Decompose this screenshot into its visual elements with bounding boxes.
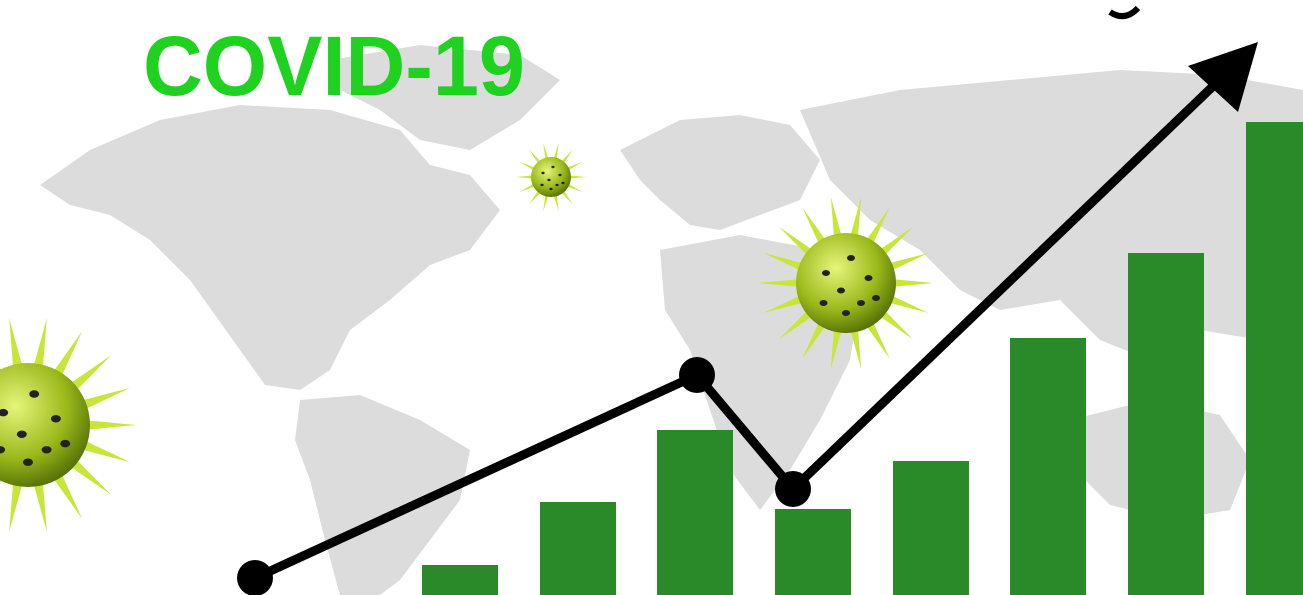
trend-point [775,471,811,507]
europe [620,115,820,230]
virus-spike [543,194,549,212]
virus-spike [763,294,806,313]
virus-spot [847,255,855,261]
virus-body [0,363,90,487]
virus-spot [837,287,845,294]
virus-spot [41,446,52,454]
virus [758,196,934,370]
virus-spike [9,478,24,532]
virus-spot [872,295,880,301]
virus-spot [29,390,40,398]
viruses [0,142,934,532]
virus-spot [0,446,6,454]
virus-spike [778,226,815,258]
virus-spike [553,194,559,212]
virus-spike [543,142,549,160]
virus-spike [51,470,83,519]
fragment [1108,5,1141,20]
virus-spike [877,308,914,340]
virus-spike [864,319,890,359]
virus-spike [763,253,806,272]
virus-spot [549,187,553,191]
virus-spike [566,183,583,193]
virus-spot [857,300,865,306]
virus-spike [802,207,828,247]
virus-spike [51,331,83,380]
bar [1128,253,1204,595]
virus-spike [78,387,130,411]
trend-arrow [237,5,1258,595]
virus-spike [864,207,890,247]
virus-spot [0,408,9,417]
bars [422,122,1303,595]
virus-spike [83,419,137,431]
virus-spike [529,190,542,205]
title: COVID-19 [143,19,525,113]
virus-spot [547,178,551,182]
virus-spike [849,196,862,240]
virus-spike [849,326,862,370]
north-america [40,105,500,390]
virus-spike [877,226,914,258]
virus-spike [890,278,934,288]
virus-spot [842,310,850,316]
bar [422,565,498,595]
south-america [295,395,470,595]
virus-spike [516,175,534,179]
virus-spot [819,300,828,306]
virus-spike [778,308,815,340]
bar [1010,338,1086,595]
virus-spike [886,294,929,313]
virus [0,318,137,532]
virus-spike [560,149,573,164]
virus-spot [864,275,873,281]
virus-spot [60,439,71,448]
virus-spike [519,161,536,171]
trend-point [679,357,715,393]
greenland [330,45,560,150]
bar [893,461,969,595]
virus-spot [541,171,545,175]
virus-body [531,157,571,197]
virus-spot [561,181,565,185]
virus-spike [553,142,559,160]
virus-spot [558,173,562,177]
virus-spike [529,149,542,164]
virus-spike [67,355,112,394]
bar [1246,122,1303,595]
bar [657,430,733,595]
bar [775,509,851,595]
virus-spike [560,190,573,205]
virus-spot [50,415,61,423]
virus-spot [555,183,559,187]
virus-spike [830,326,843,370]
virus-spike [9,318,24,372]
bar [540,502,616,595]
virus-spot [822,270,830,276]
virus-spike [78,439,130,463]
virus-spike [886,253,929,272]
virus-spike [67,456,112,495]
virus-spike [566,161,583,171]
virus-spot [540,183,544,187]
virus-spot [16,430,27,439]
virus-body [796,233,896,333]
virus-spike [568,175,586,179]
trend-line [253,64,1236,583]
arrow-head [1188,42,1258,112]
virus [516,142,586,212]
virus-spike [32,478,47,532]
virus-spot [551,165,555,169]
virus-spot [23,458,33,466]
virus-spike [519,183,536,193]
trend-point [237,560,273,595]
virus-spike [802,319,828,359]
virus-spike [830,196,843,240]
virus-spike [758,278,802,288]
virus-spike [32,318,47,372]
